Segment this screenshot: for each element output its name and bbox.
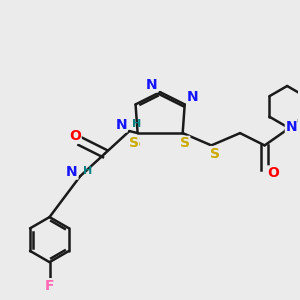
Text: S: S [130,136,141,150]
Text: N: N [116,118,127,132]
Text: F: F [45,279,54,293]
Text: S: S [180,136,190,150]
Text: N: N [285,120,297,134]
Text: H: H [83,166,92,176]
Text: H: H [132,119,141,129]
Text: N: N [146,78,158,92]
Text: O: O [267,166,279,180]
Text: S: S [210,147,220,160]
Text: N: N [66,165,78,179]
Text: O: O [69,129,81,143]
Text: N: N [187,90,199,104]
Text: S: S [128,136,139,150]
